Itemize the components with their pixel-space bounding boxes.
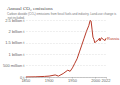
svg-text:2000: 2000 — [91, 78, 101, 83]
svg-text:2022: 2022 — [102, 78, 112, 83]
svg-text:2 billion t: 2 billion t — [9, 29, 26, 34]
svg-text:Russia: Russia — [107, 36, 120, 41]
svg-text:1900: 1900 — [45, 78, 55, 83]
svg-text:Carbon dioxide (CO₂) emissions: Carbon dioxide (CO₂) emissions from foss… — [7, 12, 117, 16]
svg-text:1950: 1950 — [68, 78, 78, 83]
svg-text:Annual CO₂ emissions: Annual CO₂ emissions — [7, 6, 53, 11]
svg-text:500 million t: 500 million t — [3, 63, 25, 68]
svg-text:1.5 billion t: 1.5 billion t — [5, 40, 25, 45]
svg-text:1 billion t: 1 billion t — [9, 52, 26, 57]
svg-text:0 t: 0 t — [19, 74, 25, 80]
svg-text:not included.: not included. — [7, 15, 25, 19]
svg-text:1850: 1850 — [21, 78, 31, 83]
svg-text:2.5 billion t: 2.5 billion t — [5, 17, 25, 23]
